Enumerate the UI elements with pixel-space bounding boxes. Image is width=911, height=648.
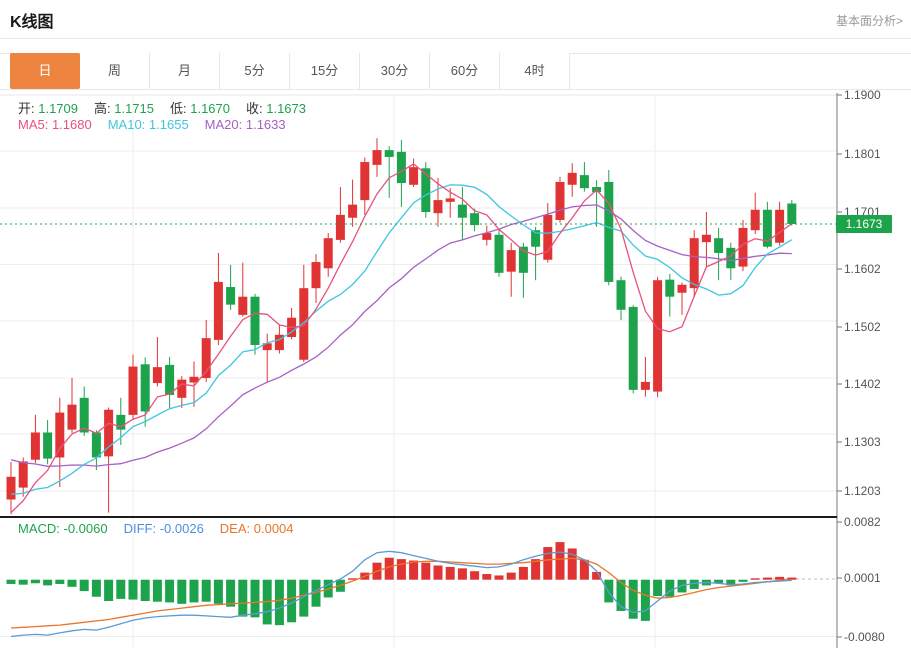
period-tab-bar: 日周月 5分 15分 30分 60分 4时 [10, 53, 570, 90]
ma-item-0: MA5: 1.1680 [18, 117, 92, 132]
price-tick-1.1602: 1.1602 [844, 262, 881, 276]
ma-item-2: MA20: 1.1633 [204, 117, 286, 132]
fundamental-analysis-link[interactable]: 基本面分析> [835, 14, 903, 28]
price-tick-1.1303: 1.1303 [844, 435, 881, 449]
macd-item-1: DIFF: -0.0026 [123, 521, 204, 536]
tab-月[interactable]: 月 [150, 53, 220, 89]
ohlc-item-1: 高: 1.1715 [94, 101, 154, 116]
price-tick-1.1900: 1.1900 [844, 88, 881, 102]
ohlc-item-3: 收: 1.1673 [246, 101, 306, 116]
panel-divider [0, 516, 837, 518]
tab-15分[interactable]: 15分 [290, 53, 360, 89]
price-tick-1.1502: 1.1502 [844, 320, 881, 334]
macd-tick--0.0080: -0.0080 [844, 630, 885, 644]
ma-item-1: MA10: 1.1655 [107, 117, 189, 132]
tabbar-bottom-border [0, 89, 911, 90]
macd-item-2: DEA: 0.0004 [219, 521, 294, 536]
macd-tick-0.0082: 0.0082 [844, 515, 881, 529]
macd-item-0: MACD: -0.0060 [18, 521, 108, 536]
page-title: K线图 [10, 14, 54, 31]
tab-30分[interactable]: 30分 [360, 53, 430, 89]
macd-tick-0.0001: 0.0001 [844, 571, 881, 585]
current-price-badge: 1.1673 [836, 214, 892, 233]
ohlc-item-0: 开: 1.1709 [18, 101, 78, 116]
tab-日[interactable]: 日 [10, 53, 80, 89]
kline-chart[interactable] [0, 93, 911, 518]
macd-chart[interactable] [0, 518, 911, 648]
tab-5分[interactable]: 5分 [220, 53, 290, 89]
ma-legend: MA5: 1.1680 MA10: 1.1655 MA20: 1.1633 [18, 117, 286, 132]
header-divider [0, 38, 911, 39]
ohlc-item-2: 低: 1.1670 [170, 101, 230, 116]
price-tick-1.1203: 1.1203 [844, 484, 881, 498]
tab-60分[interactable]: 60分 [430, 53, 500, 89]
tab-4时[interactable]: 4时 [500, 53, 570, 89]
price-tick-1.1402: 1.1402 [844, 377, 881, 391]
tab-周[interactable]: 周 [80, 53, 150, 89]
price-tick-1.1801: 1.1801 [844, 147, 881, 161]
macd-legend: MACD: -0.0060 DIFF: -0.0026 DEA: 0.0004 [18, 521, 294, 536]
ohlc-legend: 开: 1.1709 高: 1.1715 低: 1.1670 收: 1.1673 [18, 98, 306, 117]
